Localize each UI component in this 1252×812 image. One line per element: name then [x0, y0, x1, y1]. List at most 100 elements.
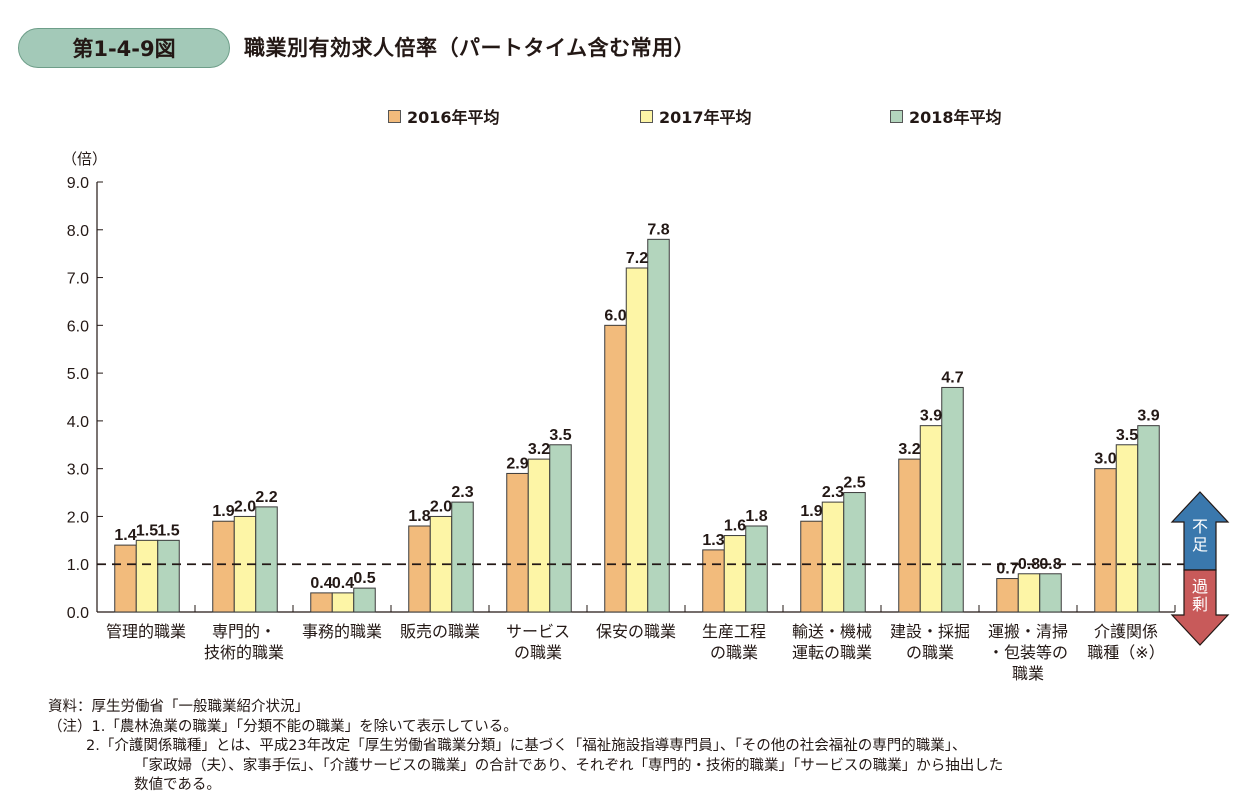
bar [604, 324, 627, 613]
data-label: 0.4 [310, 575, 332, 592]
data-label: 0.8 [1039, 556, 1061, 573]
bar [821, 501, 845, 613]
bar [135, 539, 159, 613]
data-label: 3.5 [1116, 427, 1138, 444]
bar [157, 539, 180, 613]
data-label: 1.9 [212, 503, 234, 520]
data-label: 3.2 [898, 441, 920, 458]
legend-swatch-2016 [388, 109, 401, 123]
bar [647, 238, 670, 613]
figure-title: 職業別有効求人倍率（パートタイム含む常用） [244, 36, 696, 60]
bar [625, 267, 649, 613]
data-label: 2.5 [843, 475, 865, 492]
category-label: 販売の職業 [400, 623, 480, 641]
bar [996, 578, 1019, 613]
y-tick-label: 2.0 [67, 509, 89, 526]
legend-swatch-2017 [640, 109, 653, 123]
category-label: 管理的職業 [106, 623, 186, 641]
y-tick-label: 8.0 [67, 223, 89, 240]
data-label: 2.9 [506, 455, 528, 472]
bar [114, 544, 137, 613]
note-1: （注）1.「農林漁業の職業」「分類不能の職業」を除いて表示している。 [48, 718, 518, 735]
bar [702, 549, 725, 613]
figure-number: 第1-4-9図 [72, 37, 176, 61]
category-label: 職種（※） [1087, 644, 1164, 662]
category-label: 事務的職業 [302, 623, 382, 641]
data-label: 3.2 [528, 441, 550, 458]
legend-label-2016: 2016年平均 [407, 108, 500, 127]
data-label: 2.3 [451, 484, 473, 501]
category-label: 技術的職業 [204, 644, 284, 662]
bar [919, 425, 943, 613]
bar [941, 386, 964, 613]
data-label: 3.9 [920, 408, 942, 425]
legend-item-2018: 2018年平均 [890, 104, 1002, 128]
source-note: 資料：厚生労働省「一般職業紹介状況」 [48, 699, 309, 715]
category-label: の職業 [514, 644, 562, 662]
note-2-line-2: 「家政婦（夫）、家事手伝」、「介護サービスの職業」の合計であり、それぞれ「専門的… [134, 757, 1004, 774]
notes-block: 資料：厚生労働省「一般職業紹介状況」 （注）1.「農林漁業の職業」「分類不能の職… [48, 698, 1003, 796]
category-label: 輸送・機械 [792, 623, 872, 641]
category-label: 運搬・清掃 [988, 623, 1068, 641]
data-label: 2.0 [234, 498, 256, 515]
y-tick-label: 3.0 [67, 462, 89, 479]
indicator-up-label: 足 [1192, 537, 1208, 554]
data-label: 2.3 [822, 484, 844, 501]
data-label: 0.4 [332, 575, 354, 592]
y-tick-label: 5.0 [67, 366, 89, 383]
y-tick-label: 6.0 [67, 318, 89, 335]
category-label: 生産工程 [702, 623, 766, 641]
category-label: 介護関係 [1094, 623, 1158, 641]
bar [310, 592, 333, 613]
data-label: 1.8 [408, 508, 430, 525]
legend-item-2016: 2016年平均 [388, 104, 500, 128]
bar [1039, 573, 1062, 613]
legend-label-2018: 2018年平均 [909, 108, 1002, 127]
data-label: 2.2 [255, 489, 277, 506]
data-label: 7.2 [626, 250, 648, 267]
data-label: 0.8 [1018, 556, 1040, 573]
bar [1094, 468, 1117, 613]
data-label: 6.0 [604, 307, 626, 324]
y-tick-label: 4.0 [67, 414, 89, 431]
bar [1137, 425, 1160, 613]
data-label: 1.9 [800, 503, 822, 520]
y-tick-label: 1.0 [67, 557, 89, 574]
data-label: 1.6 [724, 518, 746, 535]
bar [408, 525, 431, 613]
indicator-up-label: 不 [1192, 519, 1208, 536]
bar [745, 525, 768, 613]
bar [549, 444, 572, 613]
bar [353, 587, 376, 613]
category-label: の職業 [710, 644, 758, 662]
bar [843, 492, 866, 613]
bar [800, 520, 823, 613]
bar [1017, 573, 1041, 613]
category-label: 建設・採掘 [890, 623, 970, 641]
bar [451, 501, 474, 613]
bar [723, 535, 747, 613]
legend-swatch-2018 [890, 109, 903, 123]
legend-item-2017: 2017年平均 [640, 104, 752, 128]
data-label: 0.7 [996, 561, 1018, 578]
category-label: 保安の職業 [596, 623, 676, 641]
data-label: 4.7 [941, 369, 963, 386]
y-tick-label: 7.0 [67, 271, 89, 288]
data-label: 1.5 [157, 522, 179, 539]
category-label: 運転の職業 [792, 644, 872, 662]
note-2-line-1: 2.「介護関係職種」とは、平成23年改定「厚生労働省職業分類」に基づく「福祉施設… [86, 738, 967, 754]
data-label: 1.5 [136, 522, 158, 539]
bar [506, 472, 529, 613]
figure-number-badge: 第1-4-9図 [18, 28, 230, 68]
bar [331, 592, 355, 613]
category-label: サービス [506, 623, 570, 641]
bar [1115, 444, 1139, 613]
arrow-down-icon [1170, 569, 1230, 646]
y-tick-label: 9.0 [67, 175, 89, 192]
data-label: 2.0 [430, 498, 452, 515]
indicator-down-label: 剰 [1192, 596, 1208, 614]
bar [212, 520, 235, 613]
category-label: 職業 [1012, 665, 1044, 683]
indicator-down-label: 過 [1192, 578, 1208, 596]
bar [255, 506, 278, 613]
